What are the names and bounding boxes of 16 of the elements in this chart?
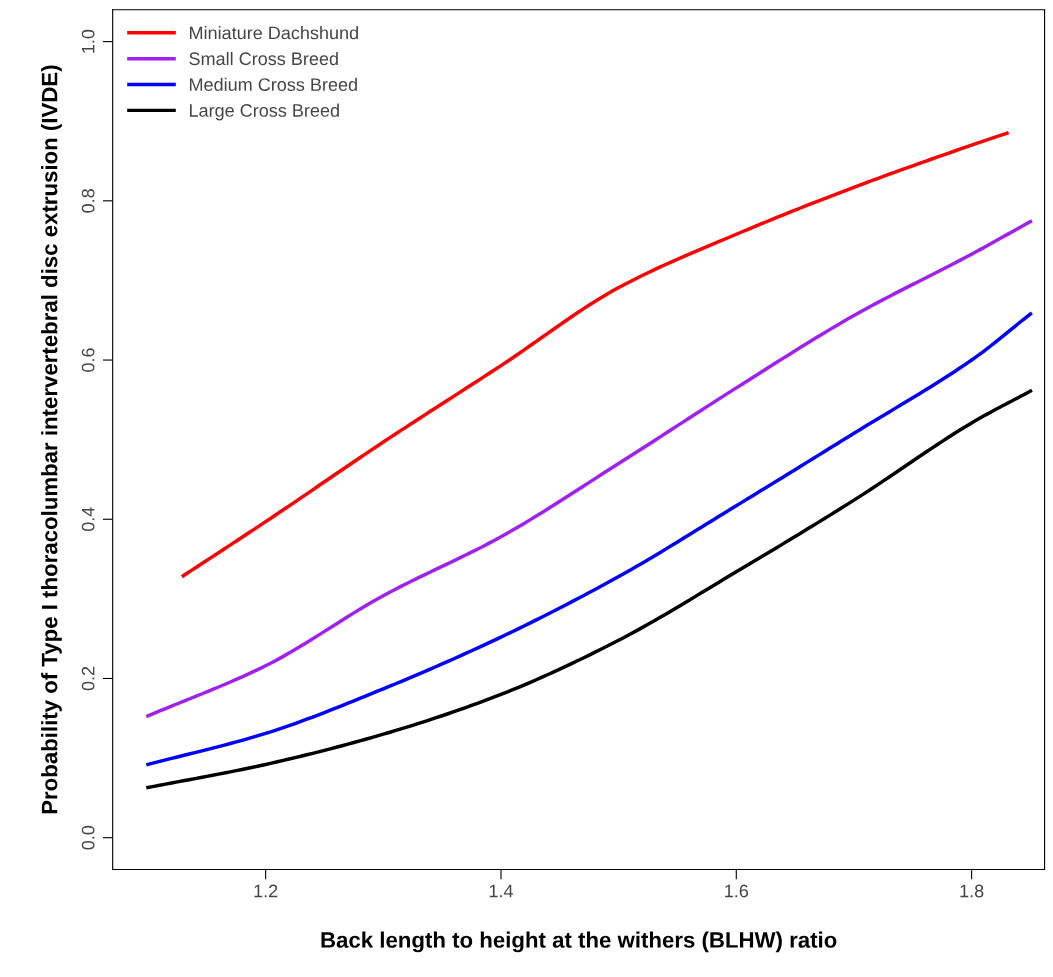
y-tick-label: 0.4: [81, 507, 95, 532]
y-tick-label: 1.0: [81, 29, 95, 53]
x-tick-label: 1.4: [489, 884, 513, 898]
x-tick-label: 1.6: [725, 884, 749, 898]
y-tick-label: 0.8: [81, 189, 95, 213]
y-axis-title: Probability of Type I thoracolumbar intervertebral disc extrusion (IVDE): [41, 65, 62, 814]
legend-label: Small Cross Breed: [189, 51, 338, 66]
y-tick-label: 0.6: [81, 348, 95, 372]
legend-label: Medium Cross Breed: [189, 77, 357, 91]
y-tick-label: 0.2: [81, 666, 95, 691]
x-tick-label: 1.8: [960, 884, 984, 898]
y-tick-label: 0.0: [81, 825, 95, 850]
x-tick-label: 1.2: [254, 884, 278, 898]
legend-label: Miniature Dachshund: [189, 26, 358, 40]
x-axis-title: Back length to height at the withers (BLHW) ratio: [321, 931, 837, 953]
legend-label: Large Cross Breed: [189, 103, 339, 121]
